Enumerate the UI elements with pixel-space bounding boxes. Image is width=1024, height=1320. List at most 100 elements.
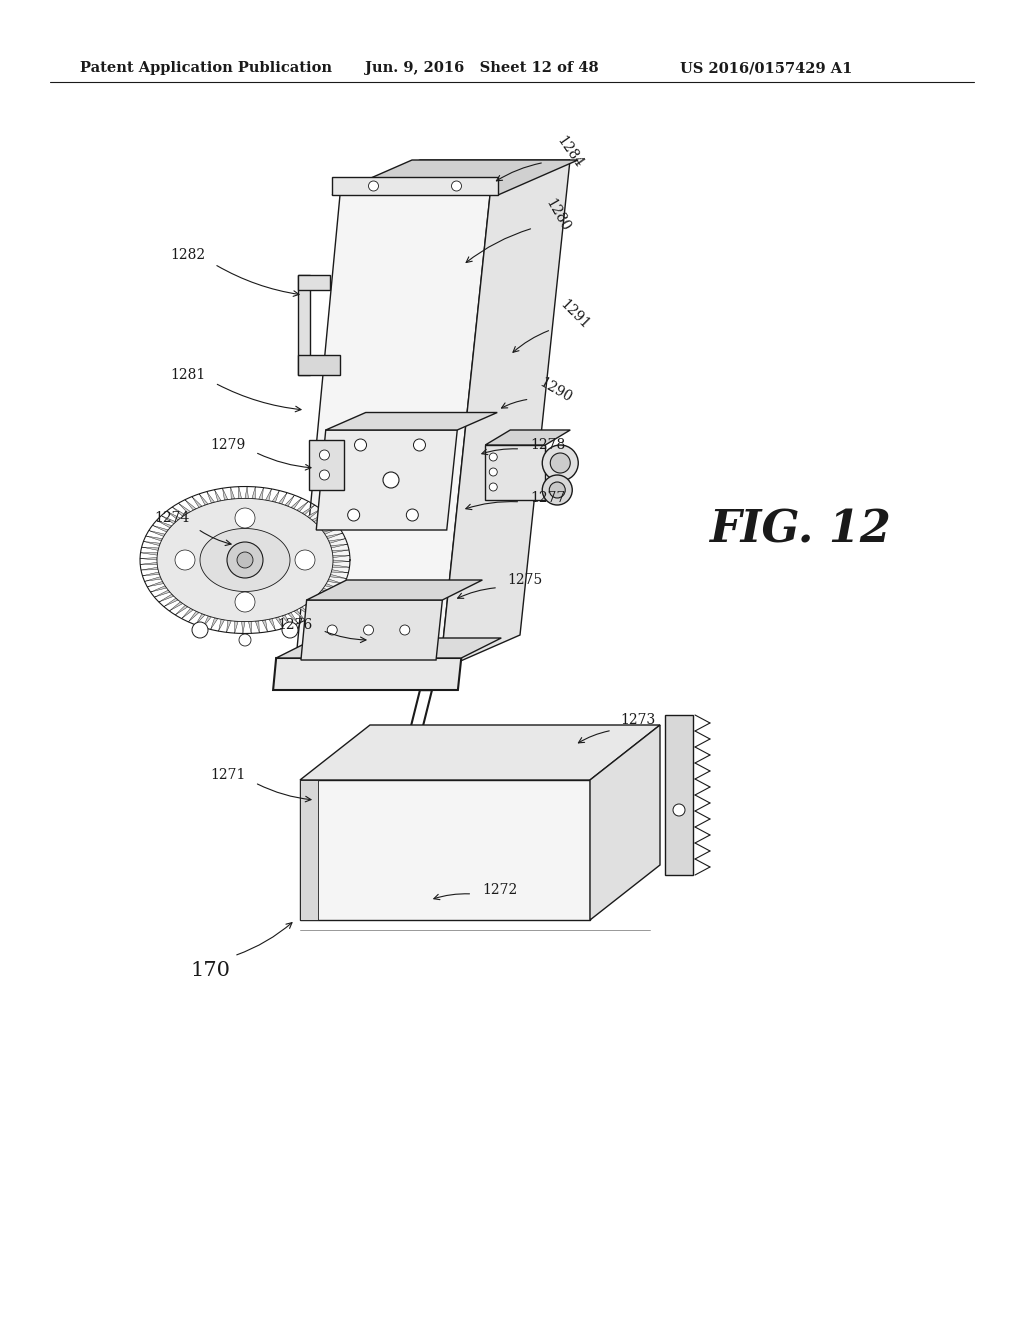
Polygon shape [288,612,298,623]
Polygon shape [298,275,330,290]
Polygon shape [485,445,545,500]
Polygon shape [172,507,185,516]
Text: 1278: 1278 [530,438,565,451]
Polygon shape [295,195,490,671]
Polygon shape [239,487,242,499]
Text: 1291: 1291 [558,297,593,333]
Polygon shape [301,601,442,660]
Circle shape [543,475,572,506]
Polygon shape [309,440,344,490]
Polygon shape [326,412,498,430]
Polygon shape [299,607,311,616]
Polygon shape [300,780,590,920]
Polygon shape [145,536,163,541]
Polygon shape [321,523,336,529]
Polygon shape [316,430,458,531]
Polygon shape [196,614,205,624]
Polygon shape [282,615,291,626]
Polygon shape [203,616,211,627]
Polygon shape [143,541,161,545]
Circle shape [234,591,255,612]
Circle shape [175,550,195,570]
Polygon shape [265,488,271,500]
Polygon shape [199,494,208,506]
Polygon shape [305,603,317,612]
Polygon shape [200,528,290,591]
Polygon shape [140,553,158,556]
Circle shape [282,622,298,638]
Circle shape [414,440,426,451]
Polygon shape [148,531,165,536]
Polygon shape [333,565,349,568]
Text: Jun. 9, 2016   Sheet 12 of 48: Jun. 9, 2016 Sheet 12 of 48 [365,61,599,75]
Circle shape [239,634,251,645]
Polygon shape [279,492,287,504]
Text: 1282: 1282 [170,248,206,261]
Polygon shape [331,544,347,548]
Polygon shape [144,577,162,581]
Circle shape [543,445,579,480]
Polygon shape [294,610,305,620]
Polygon shape [153,525,168,532]
Circle shape [328,624,337,635]
Circle shape [364,624,374,635]
Circle shape [549,482,565,498]
Polygon shape [262,620,267,632]
Polygon shape [259,487,263,499]
Polygon shape [332,160,578,195]
Polygon shape [298,275,310,375]
Polygon shape [178,503,190,513]
Polygon shape [332,177,498,195]
Circle shape [407,510,419,521]
Polygon shape [214,490,221,502]
Polygon shape [333,556,350,557]
Circle shape [193,622,208,638]
Polygon shape [665,715,693,875]
Text: 1272: 1272 [482,883,517,898]
Text: 170: 170 [190,961,230,979]
Polygon shape [255,620,259,632]
Polygon shape [300,780,318,920]
Polygon shape [485,430,570,445]
Polygon shape [191,496,202,507]
Circle shape [319,450,330,459]
Circle shape [399,624,410,635]
Circle shape [237,552,253,568]
Text: 1273: 1273 [621,713,655,727]
Circle shape [234,508,255,528]
Polygon shape [332,570,348,573]
Polygon shape [234,622,239,634]
Polygon shape [300,725,660,780]
Polygon shape [142,572,160,576]
Polygon shape [309,601,324,609]
Polygon shape [230,487,234,499]
Polygon shape [167,511,180,520]
Polygon shape [169,602,182,611]
Text: 1276: 1276 [278,618,312,632]
Polygon shape [327,533,343,539]
Polygon shape [285,495,295,507]
Polygon shape [590,725,660,920]
Polygon shape [314,597,329,605]
Polygon shape [188,611,199,622]
Text: Patent Application Publication: Patent Application Publication [80,61,332,75]
Polygon shape [226,620,231,632]
Polygon shape [324,528,340,535]
Circle shape [489,469,498,477]
Circle shape [383,473,399,488]
Polygon shape [325,583,341,590]
Text: 1281: 1281 [170,368,206,381]
Circle shape [673,804,685,816]
Polygon shape [155,590,170,597]
Circle shape [369,181,379,191]
Polygon shape [302,506,314,515]
Polygon shape [306,579,482,601]
Polygon shape [157,499,333,622]
Polygon shape [318,593,334,599]
Polygon shape [332,550,349,553]
Polygon shape [218,619,224,631]
Text: 1290: 1290 [538,375,574,405]
Polygon shape [269,619,275,631]
Polygon shape [141,546,159,550]
Polygon shape [291,498,302,508]
